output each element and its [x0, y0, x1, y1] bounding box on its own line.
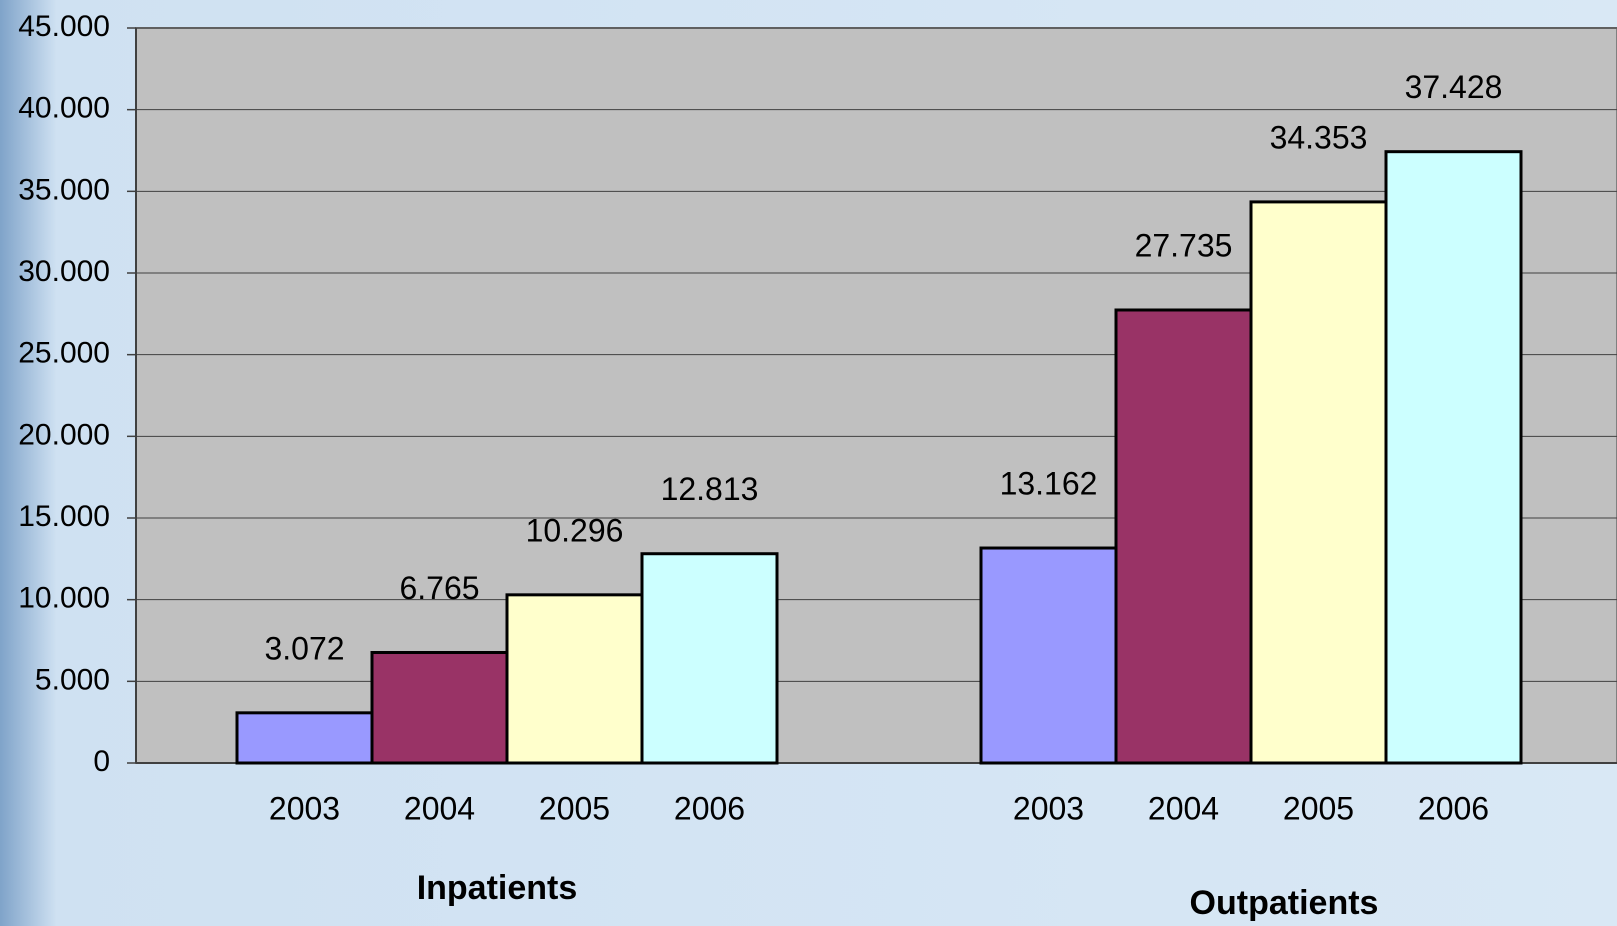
x-tick-label: 2006 [674, 790, 745, 826]
value-label: 12.813 [661, 471, 759, 507]
bar [979, 546, 1118, 765]
bar [235, 711, 374, 765]
category-label: Inpatients [417, 869, 578, 907]
bar [1249, 200, 1388, 765]
bar [640, 552, 779, 765]
x-tick-label: 2005 [1283, 790, 1354, 826]
value-label: 6.765 [399, 570, 479, 606]
x-tick-label: 2004 [404, 790, 475, 826]
value-label: 13.162 [1000, 465, 1098, 501]
value-label: 34.353 [1270, 119, 1368, 155]
value-label: 3.072 [264, 630, 344, 666]
bar [1114, 308, 1253, 765]
bar [505, 593, 644, 765]
y-tick-label: 15.000 [18, 500, 110, 533]
x-tick-label: 2006 [1418, 790, 1489, 826]
value-label: 10.296 [526, 512, 624, 548]
y-tick-label: 30.000 [18, 255, 110, 288]
value-label: 27.735 [1135, 227, 1233, 263]
y-tick-label: 25.000 [18, 337, 110, 370]
category-label: Outpatients [1190, 884, 1379, 922]
bar [370, 651, 509, 765]
value-label: 37.428 [1405, 69, 1503, 105]
y-tick-label: 20.000 [18, 418, 110, 451]
x-tick-label: 2003 [269, 790, 340, 826]
y-tick-label: 5.000 [35, 663, 110, 696]
bar [1384, 150, 1523, 765]
y-tick-label: 35.000 [18, 173, 110, 206]
y-tick-label: 40.000 [18, 92, 110, 125]
y-tick-label: 10.000 [18, 582, 110, 615]
x-tick-label: 2004 [1148, 790, 1219, 826]
x-tick-label: 2005 [539, 790, 610, 826]
y-tick-label: 45.000 [18, 10, 110, 43]
x-tick-label: 2003 [1013, 790, 1084, 826]
y-tick-label: 0 [93, 745, 110, 778]
